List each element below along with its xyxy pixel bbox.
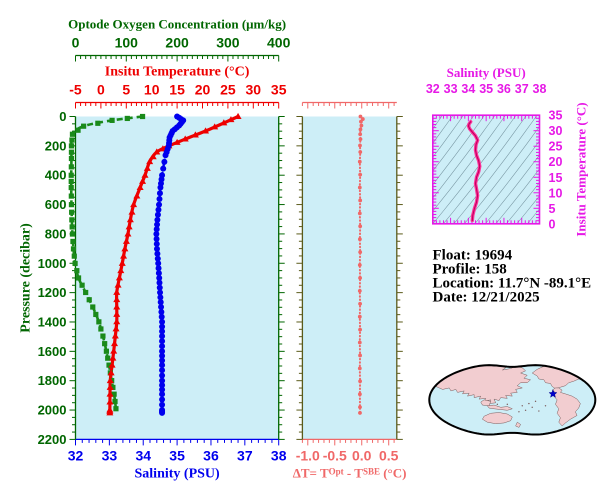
svg-text:35: 35	[549, 109, 563, 123]
svg-text:20: 20	[549, 155, 563, 169]
svg-text:1000: 1000	[38, 256, 67, 271]
svg-text:1200: 1200	[38, 285, 67, 300]
svg-text:36: 36	[497, 82, 511, 96]
svg-text:400: 400	[267, 35, 291, 51]
svg-text:35: 35	[479, 82, 493, 96]
svg-text:Salinity (PSU): Salinity (PSU)	[135, 466, 221, 481]
svg-text:37: 37	[515, 82, 529, 96]
svg-text:1600: 1600	[38, 344, 67, 359]
svg-text:34: 34	[135, 447, 151, 463]
svg-text:600: 600	[45, 197, 67, 212]
svg-text:1800: 1800	[38, 373, 67, 388]
svg-text:Salinity (PSU): Salinity (PSU)	[447, 65, 526, 80]
svg-text:38: 38	[271, 447, 287, 463]
svg-text:15: 15	[549, 171, 563, 185]
svg-text:ΔT= TOpt - TSBE (°C): ΔT= TOpt - TSBE (°C)	[293, 465, 407, 480]
svg-text:-1.0: -1.0	[296, 447, 320, 463]
svg-text:200: 200	[45, 138, 67, 153]
svg-text:-5: -5	[69, 82, 82, 98]
svg-text:Optode Oxygen Concentration (μ: Optode Oxygen Concentration (μm/kg)	[68, 17, 286, 32]
svg-text:0.5: 0.5	[379, 447, 399, 463]
svg-text:Pressure (decibar): Pressure (decibar)	[19, 223, 34, 333]
svg-text:25: 25	[220, 82, 236, 98]
svg-text:38: 38	[533, 82, 547, 96]
svg-text:35: 35	[169, 447, 185, 463]
svg-text:15: 15	[169, 82, 185, 98]
svg-text:0: 0	[72, 35, 80, 51]
svg-text:200: 200	[165, 35, 189, 51]
svg-text:0: 0	[549, 217, 556, 231]
svg-text:1400: 1400	[38, 314, 67, 329]
svg-text:400: 400	[45, 168, 67, 183]
svg-text:10: 10	[144, 82, 160, 98]
svg-text:10: 10	[549, 186, 563, 200]
svg-text:37: 37	[237, 447, 253, 463]
svg-text:2200: 2200	[38, 432, 67, 447]
svg-text:300: 300	[216, 35, 240, 51]
svg-text:20: 20	[195, 82, 211, 98]
svg-text:33: 33	[444, 82, 458, 96]
svg-text:25: 25	[549, 140, 563, 154]
svg-text:5: 5	[549, 202, 556, 216]
svg-text:0: 0	[59, 109, 66, 124]
svg-text:Insitu Temperature (°C): Insitu Temperature (°C)	[105, 65, 250, 80]
svg-text:30: 30	[549, 124, 563, 138]
svg-text:Date: 12/21/2025: Date: 12/21/2025	[433, 290, 540, 306]
svg-text:5: 5	[122, 82, 130, 98]
svg-text:Insitu Temperature (°C): Insitu Temperature (°C)	[574, 102, 589, 236]
svg-text:0: 0	[97, 82, 105, 98]
svg-text:34: 34	[461, 82, 475, 96]
svg-text:32: 32	[68, 447, 84, 463]
svg-text:2000: 2000	[38, 403, 67, 418]
svg-text:-0.5: -0.5	[323, 447, 347, 463]
svg-text:33: 33	[102, 447, 118, 463]
svg-text:100: 100	[115, 35, 139, 51]
svg-text:36: 36	[203, 447, 219, 463]
svg-text:35: 35	[271, 82, 287, 98]
svg-text:800: 800	[45, 226, 67, 241]
svg-text:32: 32	[426, 82, 440, 96]
svg-text:0.0: 0.0	[352, 447, 372, 463]
svg-text:30: 30	[246, 82, 262, 98]
